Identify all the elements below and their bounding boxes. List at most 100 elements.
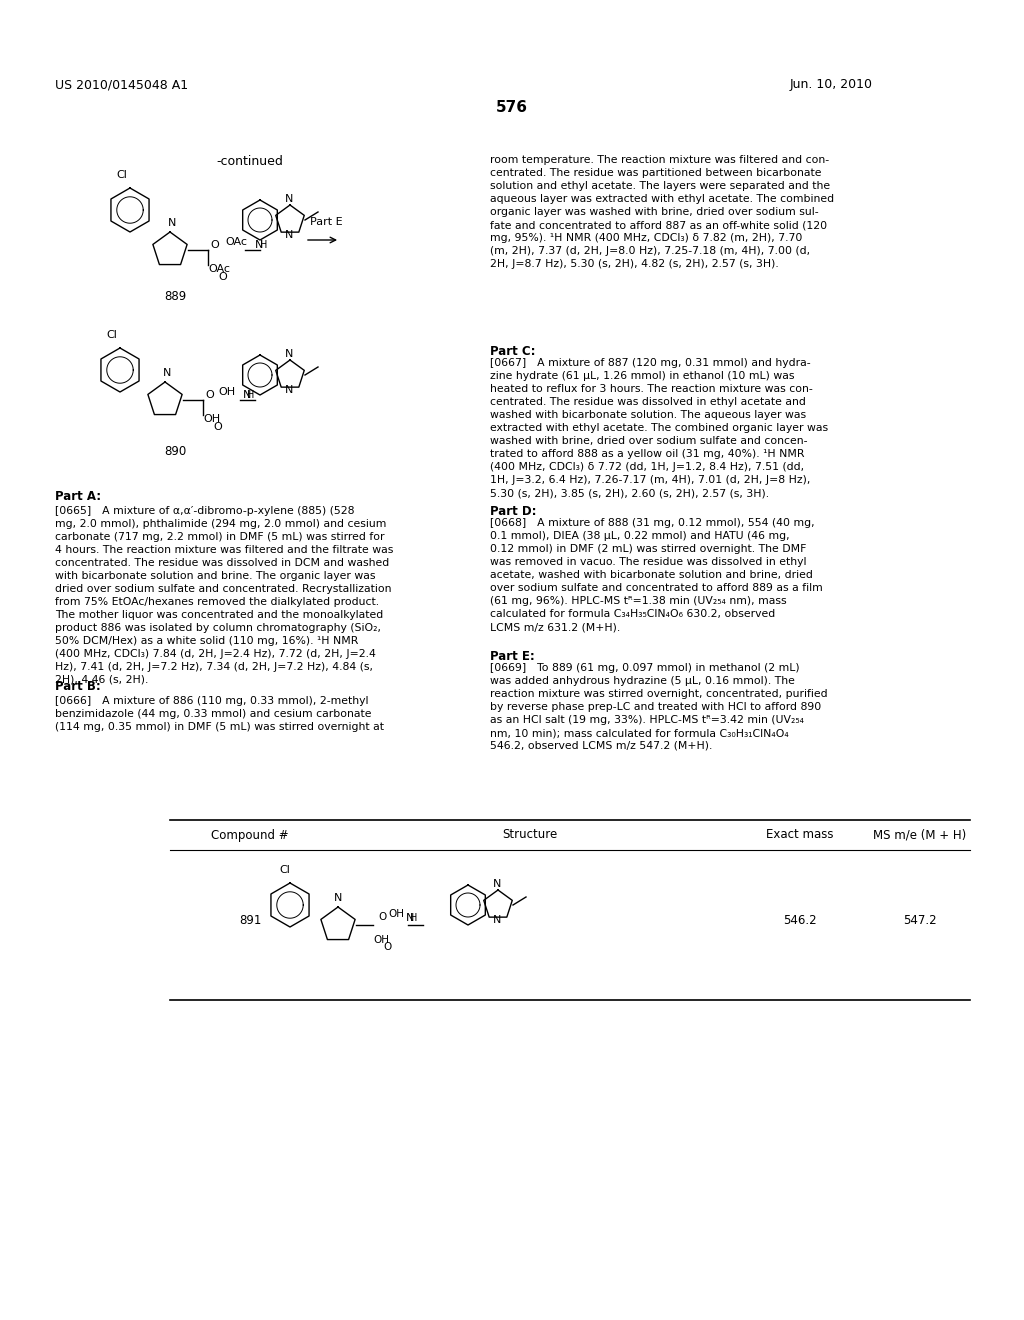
- Text: 890: 890: [164, 445, 186, 458]
- Text: OAc: OAc: [225, 238, 247, 247]
- Text: MS m/e (M + H): MS m/e (M + H): [873, 829, 967, 842]
- Text: N: N: [334, 894, 342, 903]
- Text: OH: OH: [373, 935, 389, 945]
- Text: LCMS m/z 631.2 (M+H).: LCMS m/z 631.2 (M+H).: [490, 622, 621, 632]
- Text: extracted with ethyl acetate. The combined organic layer was: extracted with ethyl acetate. The combin…: [490, 422, 828, 433]
- Text: 546.2, observed LCMS m/z 547.2 (M+H).: 546.2, observed LCMS m/z 547.2 (M+H).: [490, 741, 713, 751]
- Text: Hz), 7.41 (d, 2H, J=7.2 Hz), 7.34 (d, 2H, J=7.2 Hz), 4.84 (s,: Hz), 7.41 (d, 2H, J=7.2 Hz), 7.34 (d, 2H…: [55, 663, 373, 672]
- Text: OAc: OAc: [208, 264, 230, 275]
- Text: from 75% EtOAc/hexanes removed the dialkylated product.: from 75% EtOAc/hexanes removed the dialk…: [55, 597, 379, 607]
- Text: with bicarbonate solution and brine. The organic layer was: with bicarbonate solution and brine. The…: [55, 572, 376, 581]
- Text: N: N: [243, 389, 251, 400]
- Text: US 2010/0145048 A1: US 2010/0145048 A1: [55, 78, 188, 91]
- Text: O: O: [218, 272, 226, 282]
- Text: over sodium sulfate and concentrated to afford 889 as a film: over sodium sulfate and concentrated to …: [490, 583, 822, 593]
- Text: solution and ethyl acetate. The layers were separated and the: solution and ethyl acetate. The layers w…: [490, 181, 830, 191]
- Text: product 886 was isolated by column chromatography (SiO₂,: product 886 was isolated by column chrom…: [55, 623, 381, 634]
- Text: [0669] To 889 (61 mg, 0.097 mmol) in methanol (2 mL): [0669] To 889 (61 mg, 0.097 mmol) in met…: [490, 663, 800, 673]
- Text: N: N: [493, 915, 502, 925]
- Text: [0665] A mixture of α,α′-dibromo-p-xylene (885) (528: [0665] A mixture of α,α′-dibromo-p-xylen…: [55, 506, 354, 516]
- Text: O: O: [383, 942, 391, 952]
- Text: Part E:: Part E:: [490, 649, 535, 663]
- Text: Cl: Cl: [280, 865, 291, 875]
- Text: N: N: [163, 368, 171, 378]
- Text: as an HCl salt (19 mg, 33%). HPLC-MS tᴿ=3.42 min (UV₂₅₄: as an HCl salt (19 mg, 33%). HPLC-MS tᴿ=…: [490, 715, 804, 725]
- Text: N: N: [285, 230, 293, 240]
- Text: dried over sodium sulfate and concentrated. Recrystallization: dried over sodium sulfate and concentrat…: [55, 583, 391, 594]
- Text: carbonate (717 mg, 2.2 mmol) in DMF (5 mL) was stirred for: carbonate (717 mg, 2.2 mmol) in DMF (5 m…: [55, 532, 384, 543]
- Text: (400 MHz, CDCl₃) 7.84 (d, 2H, J=2.4 Hz), 7.72 (d, 2H, J=2.4: (400 MHz, CDCl₃) 7.84 (d, 2H, J=2.4 Hz),…: [55, 649, 376, 659]
- Text: 1H, J=3.2, 6.4 Hz), 7.26-7.17 (m, 4H), 7.01 (d, 2H, J=8 Hz),: 1H, J=3.2, 6.4 Hz), 7.26-7.17 (m, 4H), 7…: [490, 475, 810, 484]
- Text: trated to afford 888 as a yellow oil (31 mg, 40%). ¹H NMR: trated to afford 888 as a yellow oil (31…: [490, 449, 805, 459]
- Text: -continued: -continued: [216, 154, 284, 168]
- Text: (61 mg, 96%). HPLC-MS tᴿ=1.38 min (UV₂₅₄ nm), mass: (61 mg, 96%). HPLC-MS tᴿ=1.38 min (UV₂₅₄…: [490, 597, 786, 606]
- Text: O: O: [210, 240, 219, 249]
- Text: Part E: Part E: [310, 216, 343, 227]
- Text: Compound #: Compound #: [211, 829, 289, 842]
- Text: was removed in vacuo. The residue was dissolved in ethyl: was removed in vacuo. The residue was di…: [490, 557, 807, 568]
- Text: H: H: [247, 389, 254, 400]
- Text: washed with brine, dried over sodium sulfate and concen-: washed with brine, dried over sodium sul…: [490, 436, 808, 446]
- Text: zine hydrate (61 μL, 1.26 mmol) in ethanol (10 mL) was: zine hydrate (61 μL, 1.26 mmol) in ethan…: [490, 371, 795, 381]
- Text: aqueous layer was extracted with ethyl acetate. The combined: aqueous layer was extracted with ethyl a…: [490, 194, 835, 205]
- Text: 2H), 4.46 (s, 2H).: 2H), 4.46 (s, 2H).: [55, 675, 148, 685]
- Text: OH: OH: [203, 414, 220, 424]
- Text: Structure: Structure: [503, 829, 558, 842]
- Text: Part B:: Part B:: [55, 680, 100, 693]
- Text: room temperature. The reaction mixture was filtered and con-: room temperature. The reaction mixture w…: [490, 154, 829, 165]
- Text: N: N: [255, 240, 263, 249]
- Text: (114 mg, 0.35 mmol) in DMF (5 mL) was stirred overnight at: (114 mg, 0.35 mmol) in DMF (5 mL) was st…: [55, 722, 384, 733]
- Text: (400 MHz, CDCl₃) δ 7.72 (dd, 1H, J=1.2, 8.4 Hz), 7.51 (dd,: (400 MHz, CDCl₃) δ 7.72 (dd, 1H, J=1.2, …: [490, 462, 804, 473]
- Text: N: N: [285, 348, 293, 359]
- Text: (m, 2H), 7.37 (d, 2H, J=8.0 Hz), 7.25-7.18 (m, 4H), 7.00 (d,: (m, 2H), 7.37 (d, 2H, J=8.0 Hz), 7.25-7.…: [490, 246, 810, 256]
- Text: heated to reflux for 3 hours. The reaction mixture was con-: heated to reflux for 3 hours. The reacti…: [490, 384, 813, 393]
- Text: 891: 891: [239, 913, 261, 927]
- Text: fate and concentrated to afford 887 as an off-white solid (120: fate and concentrated to afford 887 as a…: [490, 220, 827, 230]
- Text: Cl: Cl: [106, 330, 118, 341]
- Text: Part A:: Part A:: [55, 490, 101, 503]
- Text: [0667] A mixture of 887 (120 mg, 0.31 mmol) and hydra-: [0667] A mixture of 887 (120 mg, 0.31 mm…: [490, 358, 811, 368]
- Text: Jun. 10, 2010: Jun. 10, 2010: [790, 78, 873, 91]
- Text: O: O: [378, 912, 386, 921]
- Text: N: N: [406, 913, 415, 923]
- Text: 889: 889: [164, 290, 186, 304]
- Text: H: H: [260, 240, 267, 249]
- Text: reaction mixture was stirred overnight, concentrated, purified: reaction mixture was stirred overnight, …: [490, 689, 827, 700]
- Text: OH: OH: [388, 909, 404, 919]
- Text: 5.30 (s, 2H), 3.85 (s, 2H), 2.60 (s, 2H), 2.57 (s, 3H).: 5.30 (s, 2H), 3.85 (s, 2H), 2.60 (s, 2H)…: [490, 488, 769, 498]
- Text: [0666] A mixture of 886 (110 mg, 0.33 mmol), 2-methyl: [0666] A mixture of 886 (110 mg, 0.33 mm…: [55, 696, 369, 706]
- Text: acetate, washed with bicarbonate solution and brine, dried: acetate, washed with bicarbonate solutio…: [490, 570, 813, 579]
- Text: 0.12 mmol) in DMF (2 mL) was stirred overnight. The DMF: 0.12 mmol) in DMF (2 mL) was stirred ove…: [490, 544, 806, 554]
- Text: 576: 576: [496, 100, 528, 115]
- Text: centrated. The residue was dissolved in ethyl acetate and: centrated. The residue was dissolved in …: [490, 397, 806, 407]
- Text: organic layer was washed with brine, dried over sodium sul-: organic layer was washed with brine, dri…: [490, 207, 818, 216]
- Text: [0668] A mixture of 888 (31 mg, 0.12 mmol), 554 (40 mg,: [0668] A mixture of 888 (31 mg, 0.12 mmo…: [490, 517, 815, 528]
- Text: 547.2: 547.2: [903, 913, 937, 927]
- Text: 50% DCM/Hex) as a white solid (110 mg, 16%). ¹H NMR: 50% DCM/Hex) as a white solid (110 mg, 1…: [55, 636, 358, 645]
- Text: 4 hours. The reaction mixture was filtered and the filtrate was: 4 hours. The reaction mixture was filter…: [55, 545, 393, 554]
- Text: H: H: [410, 913, 418, 923]
- Text: Cl: Cl: [117, 170, 127, 180]
- Text: Exact mass: Exact mass: [766, 829, 834, 842]
- Text: The mother liquor was concentrated and the monoalkylated: The mother liquor was concentrated and t…: [55, 610, 383, 620]
- Text: Part C:: Part C:: [490, 345, 536, 358]
- Text: 546.2: 546.2: [783, 913, 817, 927]
- Text: 2H, J=8.7 Hz), 5.30 (s, 2H), 4.82 (s, 2H), 2.57 (s, 3H).: 2H, J=8.7 Hz), 5.30 (s, 2H), 4.82 (s, 2H…: [490, 259, 778, 269]
- Text: concentrated. The residue was dissolved in DCM and washed: concentrated. The residue was dissolved …: [55, 558, 389, 568]
- Text: N: N: [168, 218, 176, 228]
- Text: nm, 10 min); mass calculated for formula C₃₀H₃₁ClN₄O₄: nm, 10 min); mass calculated for formula…: [490, 729, 788, 738]
- Text: Part D:: Part D:: [490, 506, 537, 517]
- Text: by reverse phase prep-LC and treated with HCl to afford 890: by reverse phase prep-LC and treated wit…: [490, 702, 821, 711]
- Text: washed with bicarbonate solution. The aqueous layer was: washed with bicarbonate solution. The aq…: [490, 411, 806, 420]
- Text: N: N: [493, 879, 502, 888]
- Text: mg, 95%). ¹H NMR (400 MHz, CDCl₃) δ 7.82 (m, 2H), 7.70: mg, 95%). ¹H NMR (400 MHz, CDCl₃) δ 7.82…: [490, 234, 803, 243]
- Text: O: O: [213, 422, 222, 432]
- Text: O: O: [205, 389, 214, 400]
- Text: was added anhydrous hydrazine (5 μL, 0.16 mmol). The: was added anhydrous hydrazine (5 μL, 0.1…: [490, 676, 795, 686]
- Text: 0.1 mmol), DIEA (38 μL, 0.22 mmol) and HATU (46 mg,: 0.1 mmol), DIEA (38 μL, 0.22 mmol) and H…: [490, 531, 790, 541]
- Text: centrated. The residue was partitioned between bicarbonate: centrated. The residue was partitioned b…: [490, 168, 821, 178]
- Text: OH: OH: [218, 387, 236, 397]
- Text: benzimidazole (44 mg, 0.33 mmol) and cesium carbonate: benzimidazole (44 mg, 0.33 mmol) and ces…: [55, 709, 372, 719]
- Text: mg, 2.0 mmol), phthalimide (294 mg, 2.0 mmol) and cesium: mg, 2.0 mmol), phthalimide (294 mg, 2.0 …: [55, 519, 386, 529]
- Text: N: N: [285, 385, 293, 395]
